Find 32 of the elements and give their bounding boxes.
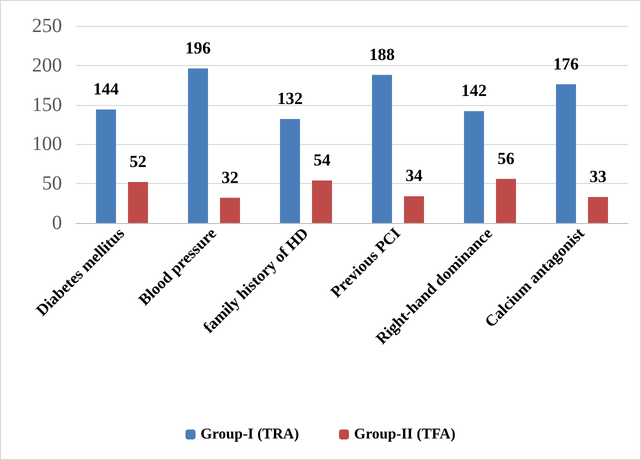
bar xyxy=(280,118,300,223)
data-label: 188 xyxy=(369,44,395,64)
data-label: 132 xyxy=(277,88,303,108)
data-label: 33 xyxy=(590,166,606,186)
data-label: 52 xyxy=(130,152,146,172)
legend-label: Group-I (TRA) xyxy=(200,426,299,442)
y-tick-label: 50 xyxy=(42,172,62,195)
bar xyxy=(464,111,484,223)
legend-label: Group-II (TFA) xyxy=(354,426,456,442)
data-label: 142 xyxy=(461,81,487,100)
bar xyxy=(220,198,240,223)
data-label: 32 xyxy=(222,168,238,187)
data-label: 34 xyxy=(406,166,423,186)
data-label: 144 xyxy=(93,80,120,99)
data-label: 56 xyxy=(498,148,514,168)
y-tick-label: 100 xyxy=(32,133,62,156)
bar xyxy=(556,84,576,223)
bar xyxy=(188,68,208,223)
y-tick-label: 250 xyxy=(32,15,62,37)
bar xyxy=(128,182,148,223)
data-label: 176 xyxy=(553,54,579,74)
bar xyxy=(312,180,332,223)
y-tick-label: 200 xyxy=(32,54,62,76)
y-tick-label: 150 xyxy=(32,94,62,116)
bar xyxy=(96,110,116,223)
bar xyxy=(372,74,392,223)
y-tick-label: 0 xyxy=(52,212,62,234)
data-label: 54 xyxy=(314,150,331,170)
bar xyxy=(496,178,516,223)
bar xyxy=(404,196,424,223)
bar xyxy=(588,196,608,223)
data-label: 196 xyxy=(185,38,211,58)
